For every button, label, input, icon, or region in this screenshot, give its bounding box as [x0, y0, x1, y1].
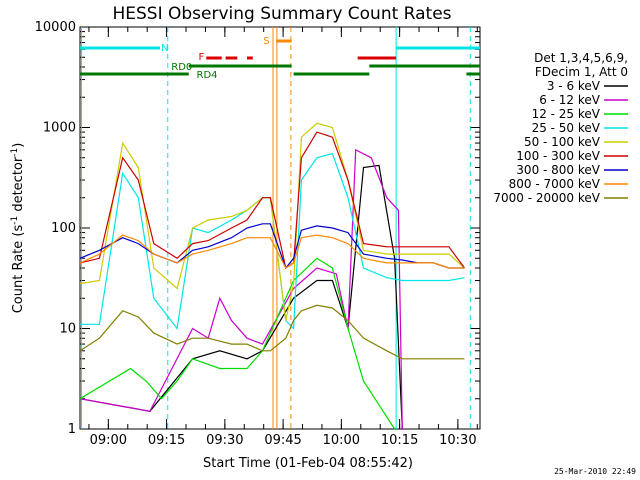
x-axis-ticks: 09:00 09:15 09:30 09:45 10:00 10:15 10:30 — [88, 27, 478, 448]
night-label: N — [161, 43, 168, 54]
legend-entry: 12 - 25 keV — [532, 107, 601, 121]
legend: Det 1,3,4,5,6,9,FDecim 1, Att 03 - 6 keV… — [493, 51, 628, 205]
y-axis-label-exp1: -1 — [10, 216, 20, 225]
legend-entry: 50 - 100 keV — [524, 135, 601, 149]
y-tick-label: 1 — [68, 422, 76, 437]
y-axis-label-main: Count Rate (s — [11, 225, 26, 314]
rd0-label: RD0 — [171, 62, 192, 73]
chart-title: HESSI Observing Summary Count Rates — [112, 4, 451, 24]
y-axis-label-exp2: -1 — [10, 148, 20, 157]
y-axis-ticks: 1 10 100 1000 10000 — [35, 20, 480, 437]
legend-header: Det 1,3,4,5,6,9, — [534, 51, 628, 65]
footer-date: 25-Mar-2010 22:49 — [554, 467, 636, 476]
series-line — [79, 122, 465, 321]
legend-entry: 6 - 12 keV — [539, 93, 601, 107]
series-group — [79, 122, 465, 430]
x-tick-label: 10:00 — [323, 433, 360, 448]
legend-entry: 100 - 300 keV — [516, 149, 600, 163]
x-tick-label: 09:15 — [148, 433, 185, 448]
legend-entry: 3 - 6 keV — [547, 79, 601, 93]
annotations: N F S RD0 RD4 — [80, 27, 480, 429]
saa-label: S — [263, 36, 269, 47]
y-tick-label: 10 — [59, 322, 76, 337]
legend-header: FDecim 1, Att 0 — [535, 65, 628, 79]
series-line — [79, 131, 465, 269]
legend-entry: 300 - 800 keV — [516, 163, 600, 177]
y-axis-label-mid: detector — [11, 156, 26, 216]
y-tick-label: 100 — [51, 221, 76, 236]
x-axis-label: Start Time (01-Feb-04 08:55:42) — [203, 456, 413, 471]
x-tick-label: 09:30 — [206, 433, 243, 448]
series-line — [79, 304, 465, 360]
y-axis-label: Count Rate (s-1 detector-1) — [10, 143, 26, 314]
x-tick-label: 09:45 — [264, 433, 301, 448]
flare-label: F — [198, 52, 204, 63]
legend-entry: 800 - 7000 keV — [509, 177, 601, 191]
legend-entry: 7000 - 20000 keV — [493, 191, 600, 205]
series-line — [79, 223, 465, 270]
series-line — [79, 164, 403, 430]
series-line — [79, 148, 403, 430]
series-line — [79, 234, 465, 269]
y-tick-label: 1000 — [43, 121, 76, 136]
series-line — [79, 257, 396, 430]
x-tick-label: 10:15 — [381, 433, 418, 448]
plot-frame — [79, 26, 481, 430]
x-tick-label: 10:30 — [439, 433, 476, 448]
x-tick-label: 09:00 — [90, 433, 127, 448]
y-tick-label: 10000 — [35, 20, 76, 35]
y-axis-label-end: ) — [11, 143, 26, 148]
legend-entry: 25 - 50 keV — [532, 121, 601, 135]
rd4-label: RD4 — [197, 70, 218, 81]
